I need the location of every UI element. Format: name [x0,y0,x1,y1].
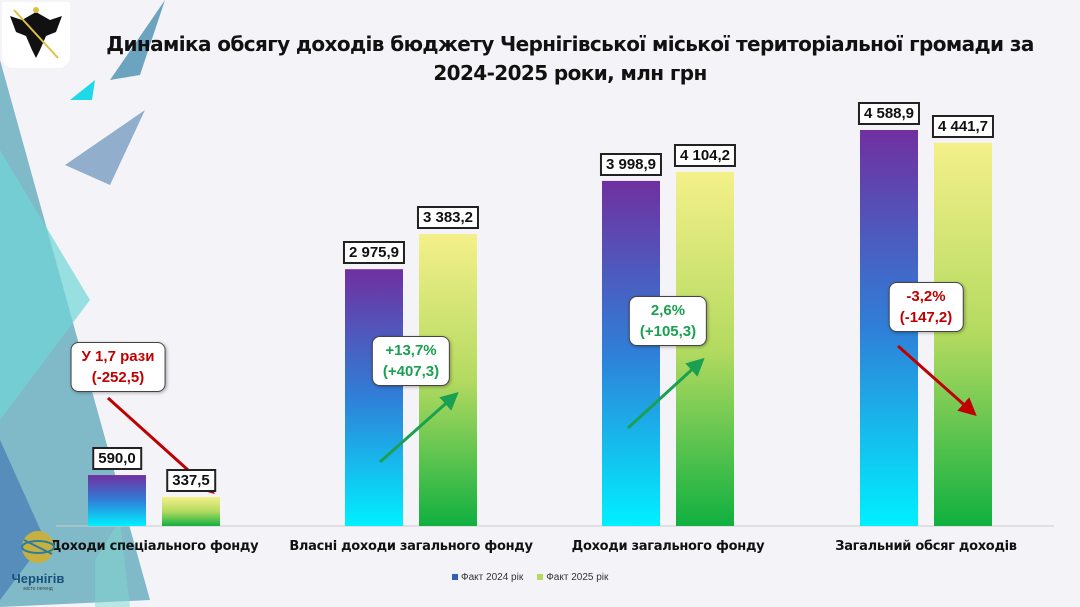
annotation-line-2: (-252,5) [91,369,145,386]
annotation-line-1: +13,7% [385,342,437,359]
category-label: Доходи спеціального фонду [49,539,259,554]
annotation-line-2: (-147,2) [899,309,953,326]
bar-2025-0 [162,496,220,526]
annotation-line-1: У 1,7 рази [81,348,155,365]
value-label: 3 383,2 [416,206,480,230]
value-label: 4 104,2 [673,143,737,167]
annotation-line-2: (+407,3) [382,363,440,380]
chart-title: Динаміка обсягу доходів бюджету Чернігів… [100,30,1040,88]
bar-2024-0 [88,475,146,526]
bar-2024-1 [345,269,403,526]
legend-label-2025: Факт 2025 рік [546,572,609,583]
category-label: Загальний обсяг доходів [835,539,1017,554]
legend-label-2024: Факт 2024 рік [461,572,524,583]
annotation-line-1: -3,2% [906,288,946,305]
bar-2025-3 [934,142,992,527]
logo-tagline: місто легенд [23,586,53,592]
arrow-up-icon [626,357,705,430]
value-label: 4 441,7 [931,114,995,138]
coat-of-arms-logo [2,2,70,68]
value-label: 2 975,9 [342,241,406,265]
category-label: Доходи загального фонду [571,539,765,554]
arrow-down-icon [897,344,977,416]
change-annotation: -3,2% (-147,2) [888,282,964,332]
arrow-up-icon [379,392,459,464]
value-label: 337,5 [166,468,216,492]
logo-name: Чернігів [11,571,65,586]
city-logo: Чернігів місто легенд [8,530,68,592]
change-annotation: У 1,7 рази (-252,5) [70,342,166,392]
globe-icon [21,531,55,563]
category-label: Власні доходи загального фонду [289,539,533,554]
value-label: 4 588,9 [857,102,921,125]
value-label: 3 998,9 [599,152,663,176]
legend-swatch-2024 [452,574,458,580]
change-annotation: +13,7% (+407,3) [371,336,451,386]
value-label: 590,0 [92,447,142,471]
bar-2024-2 [602,180,660,526]
title-line-2: 2024-2025 роки, млн грн [433,61,707,85]
legend: Факт 2024 рік Факт 2025 рік [452,572,608,583]
title-line-1: Динаміка обсягу доходів бюджету Чернігів… [106,32,1034,56]
annotation-line-2: (+105,3) [639,323,697,340]
bar-2025-2 [676,171,734,527]
legend-swatch-2025 [537,574,544,580]
legend-item-2024: Факт 2024 рік [452,572,523,583]
annotation-line-1: 2,6% [650,302,686,319]
change-annotation: 2,6% (+105,3) [628,296,708,346]
legend-item-2025: Факт 2025 рік [537,572,608,583]
